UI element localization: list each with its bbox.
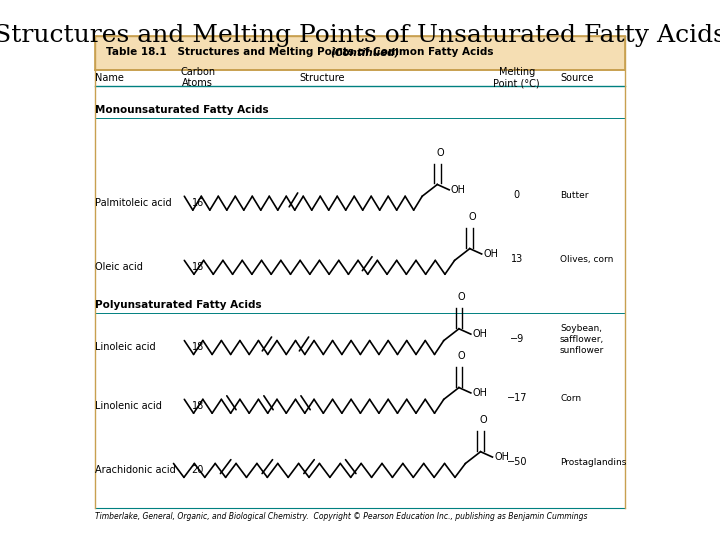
Text: −50: −50 xyxy=(506,457,527,468)
Text: −17: −17 xyxy=(506,393,527,403)
Text: Arachidonic acid: Arachidonic acid xyxy=(95,465,176,475)
Text: Linoleic acid: Linoleic acid xyxy=(95,342,156,353)
Text: O: O xyxy=(458,351,465,361)
Text: Source: Source xyxy=(560,72,593,83)
Text: Soybean,
safflower,
sunflower: Soybean, safflower, sunflower xyxy=(560,324,604,355)
Text: O: O xyxy=(469,212,476,222)
Text: Oleic acid: Oleic acid xyxy=(95,262,143,272)
Text: OH: OH xyxy=(451,185,466,195)
Text: −9: −9 xyxy=(510,334,524,345)
Text: 18: 18 xyxy=(192,262,204,272)
Text: Palmitoleic acid: Palmitoleic acid xyxy=(95,198,172,208)
Text: O: O xyxy=(480,415,487,425)
Text: OH: OH xyxy=(483,249,498,259)
Text: Corn: Corn xyxy=(560,394,581,403)
Text: Structures and Melting Points of Unsaturated Fatty Acids: Structures and Melting Points of Unsatur… xyxy=(0,24,720,47)
FancyBboxPatch shape xyxy=(95,36,625,70)
Text: 16: 16 xyxy=(192,198,204,208)
Text: OH: OH xyxy=(494,452,509,462)
Text: Table 18.1   Structures and Melting Points of Common Fatty Acids: Table 18.1 Structures and Melting Points… xyxy=(106,48,500,57)
Text: 18: 18 xyxy=(192,342,204,353)
Text: O: O xyxy=(458,292,465,302)
Text: Butter: Butter xyxy=(560,191,588,200)
Text: Structure: Structure xyxy=(300,72,345,83)
Text: 13: 13 xyxy=(510,254,523,264)
Text: 18: 18 xyxy=(192,401,204,411)
Text: 20: 20 xyxy=(192,465,204,475)
Text: OH: OH xyxy=(472,388,487,398)
Text: Timberlake, General, Organic, and Biological Chemistry.  Copyright © Pearson Edu: Timberlake, General, Organic, and Biolog… xyxy=(95,512,588,522)
Text: O: O xyxy=(436,148,444,158)
Text: (Continued): (Continued) xyxy=(330,48,400,57)
Text: Olives, corn: Olives, corn xyxy=(560,255,613,264)
Text: Name: Name xyxy=(95,72,124,83)
Text: 0: 0 xyxy=(513,190,520,200)
Text: Linolenic acid: Linolenic acid xyxy=(95,401,162,411)
Text: Polyunsaturated Fatty Acids: Polyunsaturated Fatty Acids xyxy=(95,300,262,310)
Text: Melting
Point (°C): Melting Point (°C) xyxy=(493,67,540,89)
Text: OH: OH xyxy=(472,329,487,339)
Text: Carbon
Atoms: Carbon Atoms xyxy=(180,67,215,89)
Text: Prostaglandins: Prostaglandins xyxy=(560,458,626,467)
Text: Monounsaturated Fatty Acids: Monounsaturated Fatty Acids xyxy=(95,105,269,114)
